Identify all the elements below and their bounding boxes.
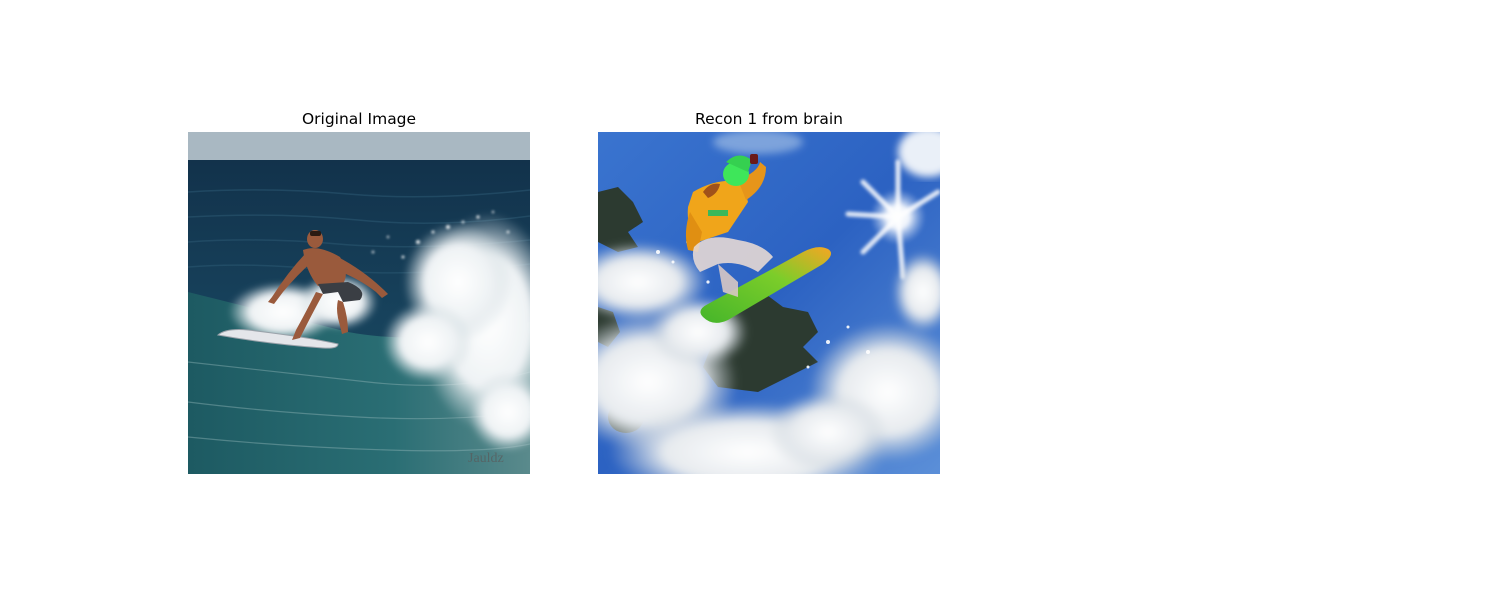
surfboard bbox=[216, 329, 339, 349]
original-image-title: Original Image bbox=[301, 110, 417, 128]
recon-image bbox=[598, 132, 940, 474]
sun bbox=[845, 159, 940, 280]
original-image: Jauldz bbox=[188, 132, 530, 474]
surfer-photo: Jauldz bbox=[188, 132, 530, 474]
surfer bbox=[268, 230, 388, 340]
watermark-text: Jauldz bbox=[468, 451, 504, 466]
snowboard bbox=[700, 247, 832, 323]
recon-image-title: Recon 1 from brain bbox=[695, 110, 843, 128]
snow-spray bbox=[598, 242, 940, 474]
sky-band bbox=[188, 132, 530, 160]
snowboarder bbox=[685, 154, 773, 297]
whitewater bbox=[228, 212, 530, 452]
snowboarder-photo bbox=[598, 132, 940, 474]
